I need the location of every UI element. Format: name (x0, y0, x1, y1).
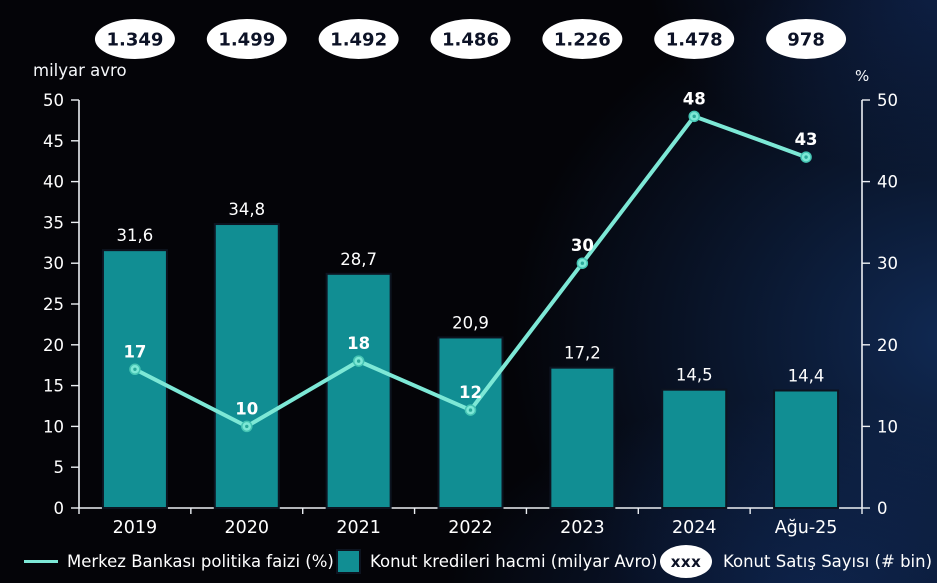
legend-label-loan-volume: Konut kredileri hacmi (milyar Avro) (370, 552, 658, 571)
left-tick-label: 50 (43, 91, 64, 110)
line-marker-dot (804, 155, 808, 159)
left-tick-label: 35 (43, 213, 64, 232)
legend-label-sales-count: Konut Satış Sayısı (# bin) (723, 552, 933, 571)
line-marker-dot (580, 261, 585, 265)
sales-badge (94, 19, 175, 59)
legend-item-sales-count: xxx Konut Satış Sayısı (# bin) (660, 540, 932, 583)
bar (213, 223, 280, 509)
right-tick-label: 30 (877, 254, 898, 273)
line-value-label: 10 (235, 399, 258, 418)
left-tick-label: 15 (43, 377, 64, 396)
legend: Merkez Bankası politika faizi (%) Konut … (0, 540, 937, 583)
left-tick-label: 25 (43, 295, 64, 314)
right-tick-label: 20 (877, 336, 898, 355)
line-value-label: 17 (123, 342, 146, 361)
bar (549, 366, 616, 510)
x-axis-label: 2022 (448, 518, 493, 538)
sales-badge (654, 19, 735, 59)
sales-badge-value: 1.486 (442, 30, 499, 51)
left-tick-label: 5 (54, 458, 65, 477)
line-value-label: 18 (347, 334, 370, 353)
line-value-label: 30 (571, 236, 594, 255)
bar-value-label: 14,4 (788, 366, 825, 385)
sales-badge (318, 19, 399, 59)
legend-item-loan-volume: Konut kredileri hacmi (milyar Avro) (336, 540, 657, 583)
sales-badge (206, 19, 287, 59)
left-tick-label: 10 (43, 417, 64, 436)
right-tick-label: 10 (877, 417, 898, 436)
x-axis-label: Ağu-25 (775, 518, 838, 538)
bar-value-label: 31,6 (117, 226, 154, 245)
right-axis-title: % (855, 67, 870, 85)
line-value-label: 12 (459, 383, 482, 402)
line-marker-dot (245, 424, 249, 429)
badge-swatch-icon: xxx (660, 545, 712, 578)
sales-badge (430, 19, 511, 59)
line-marker-dot (692, 114, 696, 119)
left-tick-label: 30 (43, 254, 64, 273)
x-axis-label: 2023 (560, 518, 605, 538)
left-tick-label: 40 (43, 173, 64, 192)
bar (661, 388, 728, 509)
sales-badge-value: 1.499 (218, 30, 275, 51)
sales-badge-value: 1.478 (666, 30, 723, 51)
right-tick-label: 40 (877, 173, 898, 192)
right-tick-label: 50 (877, 91, 898, 110)
sales-badge (766, 19, 847, 59)
bar (773, 389, 840, 509)
bar-value-label: 20,9 (452, 313, 489, 332)
bar-value-label: 17,2 (564, 344, 601, 363)
sales-badge-value: 1.226 (554, 30, 611, 51)
bar (325, 272, 392, 510)
sales-badge-value: 1.349 (106, 30, 163, 51)
bar-value-label: 14,5 (676, 366, 713, 385)
left-tick-label: 20 (43, 336, 64, 355)
bar (437, 336, 504, 509)
x-axis-label: 2024 (672, 518, 717, 538)
left-tick-label: 0 (54, 499, 65, 518)
left-axis-title: milyar avro (33, 61, 127, 80)
bar-value-label: 28,7 (340, 250, 377, 269)
legend-label-policy-rate: Merkez Bankası politika faizi (%) (67, 552, 334, 571)
line-value-label: 43 (795, 130, 818, 149)
sales-badge-value: 978 (787, 30, 825, 51)
sales-badge-value: 1.492 (330, 30, 387, 51)
line-marker-dot (133, 367, 137, 371)
x-axis-label: 2019 (113, 518, 158, 538)
line-value-label: 48 (683, 89, 706, 108)
left-tick-label: 45 (43, 132, 64, 151)
line-marker-dot (468, 408, 473, 412)
x-axis-label: 2020 (225, 518, 270, 538)
line-marker-dot (356, 359, 361, 363)
legend-item-policy-rate: Merkez Bankası politika faizi (%) (24, 540, 334, 583)
x-axis-label: 2021 (336, 518, 381, 538)
bar-value-label: 34,8 (228, 200, 265, 219)
sales-badge (542, 19, 623, 59)
bar-swatch-icon (336, 549, 361, 574)
right-tick-label: 0 (877, 499, 888, 518)
line-swatch-icon (24, 560, 58, 563)
